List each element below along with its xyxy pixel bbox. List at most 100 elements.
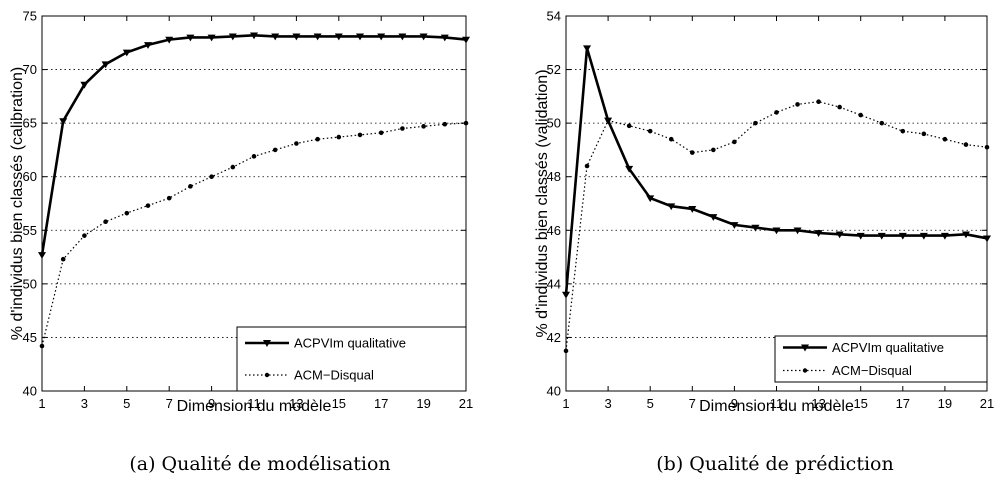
x-tick-label: 21 <box>980 396 994 411</box>
series-point-1 <box>647 128 653 134</box>
y-tick-label: 48 <box>547 169 561 184</box>
series-point-1 <box>626 123 632 129</box>
series-point-0 <box>144 42 152 49</box>
series-point-0 <box>983 235 991 243</box>
legend: ACPVIm qualitative ACM−Disqual <box>236 326 467 392</box>
plot-frame <box>565 15 988 392</box>
legend-label-0: ACPVIm qualitative <box>832 340 944 355</box>
x-tick-label: 15 <box>332 396 346 411</box>
series-point-1 <box>605 118 611 123</box>
legend: ACPVIm qualitative ACM−Disqual <box>774 335 988 383</box>
series-point-0 <box>688 206 697 213</box>
x-tick-label: 11 <box>770 396 784 411</box>
series-point-1 <box>837 104 842 110</box>
series-point-1 <box>166 195 172 201</box>
series-point-0 <box>667 203 676 211</box>
legend-box <box>236 326 467 392</box>
y-tick-label: 40 <box>23 384 37 399</box>
y-tick-label: 52 <box>547 62 561 77</box>
series-point-1 <box>858 112 863 118</box>
series-point-0 <box>919 232 928 240</box>
legend-label-0: ACPVIm qualitative <box>294 336 406 351</box>
y-tick-label: 40 <box>547 384 561 399</box>
series-point-0 <box>313 33 322 41</box>
series-point-0 <box>250 32 258 40</box>
series-point-1 <box>711 147 716 153</box>
y-tick-label: 70 <box>23 62 37 77</box>
series-point-0 <box>940 232 949 240</box>
x-tick-label: 5 <box>123 396 130 411</box>
y-axis-label: % d'individus bien classés (validation) <box>534 69 551 337</box>
series-point-1 <box>963 142 969 147</box>
x-tick-label: 17 <box>896 396 910 411</box>
series-point-0 <box>80 81 89 89</box>
series-point-0 <box>356 33 364 41</box>
series-point-1 <box>336 134 342 140</box>
series-point-0 <box>562 291 570 299</box>
legend-marker-0 <box>263 340 271 347</box>
series-point-1 <box>921 131 927 137</box>
series-point-1 <box>421 124 426 129</box>
y-tick-label: 65 <box>23 116 37 131</box>
series-point-1 <box>39 343 45 349</box>
y-tick-label: 46 <box>547 223 561 238</box>
series-point-1 <box>753 120 758 126</box>
series-point-0 <box>59 118 68 125</box>
series-point-1 <box>984 144 990 150</box>
x-tick-label: 5 <box>647 396 654 411</box>
series-point-1 <box>400 126 405 131</box>
y-tick-label: 50 <box>23 276 37 291</box>
series-point-1 <box>60 256 66 262</box>
legend-box <box>774 335 988 383</box>
series-point-0 <box>961 231 970 239</box>
x-tick-label: 9 <box>208 396 215 411</box>
series-point-0 <box>101 61 110 69</box>
y-tick-label: 50 <box>547 116 561 131</box>
series-point-1 <box>251 154 257 159</box>
series-point-1 <box>230 164 236 170</box>
series-point-1 <box>463 120 469 126</box>
legend-marker-1 <box>264 372 270 378</box>
series-line-1 <box>565 101 988 351</box>
series-point-1 <box>294 141 299 146</box>
y-axis-label: % d'individus bien classés (calibration) <box>9 67 26 340</box>
series-point-1 <box>82 233 87 238</box>
series-point-1 <box>879 120 885 126</box>
series-point-0 <box>292 33 301 41</box>
series-point-1 <box>188 184 193 189</box>
series-point-1 <box>209 174 214 180</box>
legend-label-1: ACM−Disqual <box>294 368 374 383</box>
series-point-0 <box>583 45 592 53</box>
figure-caption: (a) Qualité de modélisation <box>129 453 390 475</box>
series-point-1 <box>124 210 130 216</box>
y-tick-label: 55 <box>23 223 37 238</box>
series-point-0 <box>709 214 718 221</box>
series-point-1 <box>103 219 108 225</box>
x-tick-label: 19 <box>938 396 952 411</box>
x-tick-label: 3 <box>81 396 88 411</box>
series-point-0 <box>462 36 470 44</box>
x-tick-label: 15 <box>853 396 867 411</box>
y-tick-label: 42 <box>547 330 561 345</box>
series-point-0 <box>440 34 449 42</box>
series-point-1 <box>942 136 948 142</box>
y-tick-label: 45 <box>23 330 37 345</box>
x-tick-label: 17 <box>374 396 388 411</box>
x-tick-label: 1 <box>562 396 569 411</box>
y-tick-label: 60 <box>23 169 37 184</box>
series-point-0 <box>334 33 343 41</box>
series-point-0 <box>186 34 195 42</box>
x-axis-label: Dimension du modèle <box>177 398 332 415</box>
series-point-0 <box>898 232 907 240</box>
series-point-1 <box>357 132 363 138</box>
x-tick-label: 9 <box>731 396 738 411</box>
series-point-1 <box>145 203 151 208</box>
series-point-0 <box>835 231 844 239</box>
y-tick-label: 44 <box>547 276 561 291</box>
x-tick-label: 13 <box>289 396 303 411</box>
x-tick-label: 7 <box>689 396 696 411</box>
x-tick-label: 21 <box>459 396 473 411</box>
series-point-0 <box>751 224 760 232</box>
